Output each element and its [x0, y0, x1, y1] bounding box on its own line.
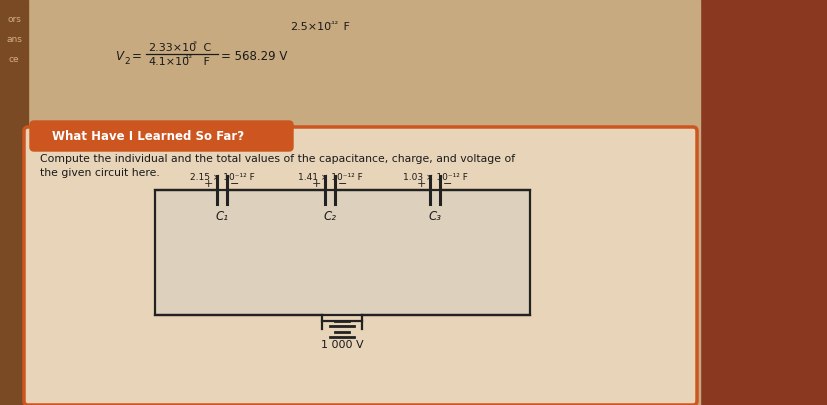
Text: −: −: [442, 179, 452, 189]
Text: +: +: [416, 179, 425, 189]
Text: +: +: [311, 179, 320, 189]
Text: 1 000 V: 1 000 V: [321, 340, 363, 350]
Bar: [699, 0, 827, 405]
Text: 2.15 × 10⁻¹² F: 2.15 × 10⁻¹² F: [189, 173, 254, 181]
Text: V: V: [115, 51, 123, 64]
Text: the given circuit here.: the given circuit here.: [40, 168, 160, 178]
Text: = 568.29 V: = 568.29 V: [221, 51, 287, 64]
Bar: [155, 190, 529, 315]
Text: 4.1×10: 4.1×10: [148, 57, 189, 67]
Text: ans: ans: [6, 36, 22, 45]
Text: ⁻¹²: ⁻¹²: [181, 55, 192, 64]
Text: C₃: C₃: [428, 209, 441, 222]
Text: C: C: [200, 43, 211, 53]
Text: Compute the individual and the total values of the capacitance, charge, and volt: Compute the individual and the total val…: [40, 154, 514, 164]
Bar: [155, 190, 529, 315]
FancyBboxPatch shape: [24, 127, 696, 405]
Text: 2.33×10: 2.33×10: [148, 43, 196, 53]
Text: What Have I Learned So Far?: What Have I Learned So Far?: [52, 130, 244, 143]
Text: =: =: [131, 51, 141, 64]
Text: F: F: [340, 22, 350, 32]
Text: −: −: [230, 179, 239, 189]
Text: ors: ors: [7, 15, 21, 24]
Text: +: +: [203, 179, 213, 189]
Text: ⁻¹²: ⁻¹²: [327, 19, 337, 28]
Text: C₂: C₂: [323, 209, 336, 222]
FancyBboxPatch shape: [30, 121, 293, 151]
Text: C₁: C₁: [215, 209, 228, 222]
Text: F: F: [200, 57, 209, 67]
Text: 2: 2: [124, 57, 130, 66]
Bar: [0, 0, 28, 405]
Text: 2.5×10: 2.5×10: [289, 22, 331, 32]
Text: −: −: [338, 179, 347, 189]
Bar: [0, 0, 699, 405]
Text: ce: ce: [8, 55, 19, 64]
Text: ⁻⁹: ⁻⁹: [189, 40, 197, 49]
Text: 1.03 × 10⁻¹² F: 1.03 × 10⁻¹² F: [402, 173, 467, 181]
Text: 1.41 × 10⁻¹² F: 1.41 × 10⁻¹² F: [297, 173, 362, 181]
